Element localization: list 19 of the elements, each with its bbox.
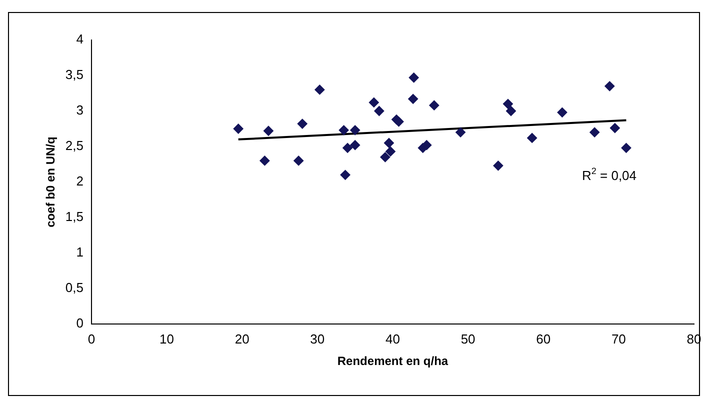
y-tick-label: 3,5: [65, 67, 84, 82]
y-tick-label: 0,5: [65, 280, 84, 296]
x-tick-label: 70: [611, 331, 626, 346]
y-tick-label: 4: [76, 32, 84, 47]
y-tick-label: 1,5: [65, 209, 84, 224]
y-axis-title: coef b0 en UN/q: [44, 136, 58, 228]
x-tick-label: 30: [310, 331, 325, 346]
y-tick-label: 3: [76, 102, 84, 118]
x-tick-label: 20: [234, 331, 250, 346]
x-tick-label: 60: [536, 331, 551, 346]
y-tick-label: 0: [76, 316, 84, 331]
x-tick-label: 50: [460, 331, 476, 346]
x-tick-label: 10: [160, 331, 174, 346]
x-tick-label: 0: [88, 331, 96, 346]
x-tick-label: 40: [386, 331, 400, 346]
y-tick-label: 1: [76, 244, 84, 260]
x-axis-title: Rendement en q/ha: [337, 354, 448, 368]
y-tick-label: 2,5: [65, 138, 84, 154]
y-tick-label: 2: [76, 174, 84, 189]
